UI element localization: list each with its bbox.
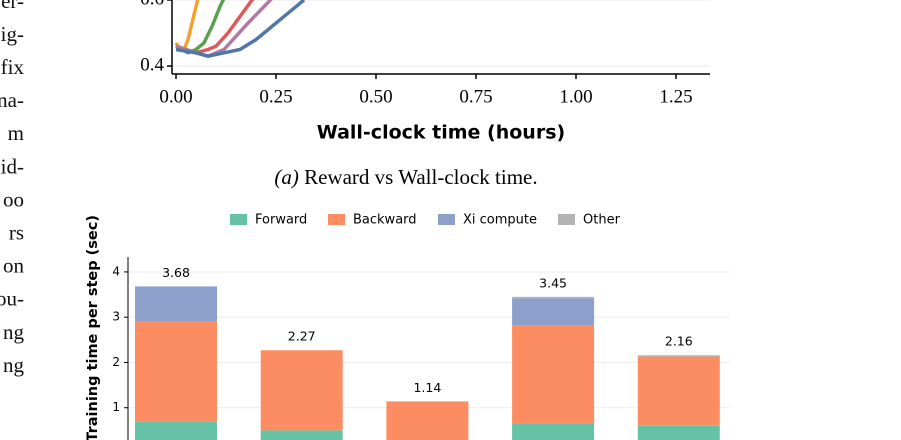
x-tick-label: 0.75 [459, 86, 492, 107]
bar-segment [135, 321, 217, 422]
bar-segment [512, 298, 595, 326]
y-tick-label: 3 [112, 310, 120, 324]
x-axis-label: Wall-clock time (hours) [317, 122, 565, 144]
y-axis-label: Training time per step (sec) [85, 215, 101, 440]
bar-segment [135, 286, 217, 322]
legend-swatch [230, 214, 247, 225]
time-chart: 1 2 3 4 3.68 2.27 1.14 3.45 2.16 Training time pe… [85, 213, 730, 440]
bar-segment [386, 401, 469, 440]
total-label: 2.27 [288, 329, 316, 344]
body-text-line: ng [3, 353, 25, 377]
total-label: 3.45 [539, 275, 567, 290]
body-text-line: m [8, 121, 24, 145]
bar-segment [512, 325, 595, 424]
total-label: 1.14 [413, 380, 441, 395]
bar-segment [260, 350, 343, 431]
x-tick-label: 0.00 [159, 86, 192, 107]
x-tick-label: 0.25 [259, 86, 292, 107]
legend-label: Backward [353, 213, 417, 228]
body-text-line: rs [9, 221, 24, 245]
total-label: 2.16 [665, 334, 693, 349]
bar-segment [135, 421, 217, 440]
bar-segment [512, 296, 595, 299]
bar-segment [637, 356, 720, 426]
y-tick-label: 4 [112, 264, 120, 278]
legend-swatch [558, 214, 575, 225]
reward-chart: 0.4 0.6 0.00 0.25 0.50 0.75 1.00 1.25 Wall-clock… [140, 0, 710, 189]
legend-label: Other [583, 213, 621, 228]
x-tick-label: 1.25 [659, 86, 692, 107]
total-label: 3.68 [162, 265, 190, 280]
bar-segment [260, 430, 343, 440]
reward-line [175, 0, 306, 58]
caption: (a) Reward vs Wall-clock time. [274, 165, 537, 189]
body-text-line: oo [3, 187, 24, 211]
legend-swatch [328, 214, 345, 225]
y-tick-label: 0.4 [140, 54, 164, 75]
y-tick-label: 1 [112, 400, 120, 414]
x-tick-label: 0.50 [359, 86, 392, 107]
body-text-line: na- [0, 88, 24, 112]
bar-segment [512, 423, 595, 440]
body-text-line: ng [3, 320, 25, 344]
body-text-line: id- [1, 154, 24, 178]
body-text-line: on [3, 254, 25, 278]
body-text-line: er- [1, 0, 24, 13]
y-tick-label: 0.6 [140, 0, 164, 9]
reward-line [175, 0, 226, 55]
caption-text: Reward vs Wall-clock time. [304, 165, 538, 189]
legend-swatch [438, 214, 455, 225]
y-tick-label: 2 [112, 355, 120, 369]
caption-label: (a) [274, 165, 299, 189]
plot-lines [174, 0, 306, 58]
body-text-line: ig- [1, 22, 24, 46]
bar-segment [637, 355, 720, 357]
reward-line [174, 0, 200, 52]
bar-segment [637, 425, 720, 440]
x-tick-label: 1.00 [559, 86, 592, 107]
body-text-line: fix [1, 55, 25, 79]
body-text-line: ou- [0, 287, 24, 311]
legend-label: Xi compute [463, 213, 537, 228]
legend-label: Forward [255, 213, 307, 228]
